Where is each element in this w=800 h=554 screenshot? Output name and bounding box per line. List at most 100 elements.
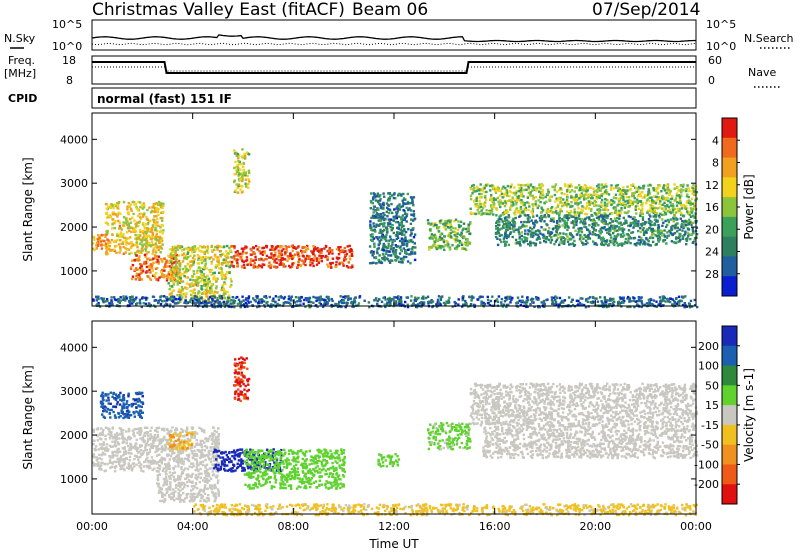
- heatmap-cell: [287, 295, 291, 298]
- heatmap-cell: [627, 224, 630, 227]
- heatmap-cell: [394, 258, 397, 262]
- heatmap-cell: [410, 238, 413, 242]
- heatmap-cell: [616, 234, 619, 237]
- heatmap-cell: [392, 231, 395, 235]
- heatmap-cell: [625, 192, 628, 196]
- heatmap-cell: [345, 302, 348, 306]
- heatmap-cell: [233, 301, 236, 305]
- heatmap-cell: [674, 223, 678, 226]
- heatmap-cell: [238, 301, 242, 305]
- heatmap-cell: [509, 232, 512, 235]
- heatmap-cell: [494, 198, 497, 201]
- heatmap-cell: [457, 223, 461, 227]
- heatmap-cell: [398, 208, 402, 211]
- heatmap-cell: [639, 230, 643, 234]
- heatmap-cell: [105, 202, 108, 206]
- heatmap-cell: [437, 226, 441, 229]
- heatmap-cell: [576, 211, 580, 215]
- heatmap-cell: [635, 212, 638, 215]
- heatmap-cell: [483, 302, 487, 306]
- heatmap-cell: [611, 212, 614, 215]
- heatmap-cell: [315, 263, 319, 266]
- heatmap-cell: [167, 282, 170, 285]
- heatmap-cell: [117, 219, 120, 223]
- heatmap-cell: [248, 180, 251, 183]
- beam-label: Beam 06: [352, 0, 428, 20]
- heatmap-cell: [113, 212, 117, 216]
- heatmap-cell: [216, 299, 219, 302]
- heatmap-cell: [385, 226, 388, 230]
- heatmap-cell: [533, 224, 536, 227]
- heatmap-cell: [137, 200, 140, 204]
- heatmap-cell: [643, 196, 646, 199]
- heatmap-cell: [574, 219, 577, 222]
- heatmap-cell: [655, 235, 659, 238]
- heatmap-cell: [432, 224, 435, 228]
- heatmap-cell: [144, 236, 147, 239]
- heatmap-cell: [375, 250, 379, 253]
- heatmap-cell: [669, 218, 673, 221]
- heatmap-cell: [202, 284, 206, 287]
- heatmap-cell: [434, 240, 437, 243]
- heatmap-cell: [531, 194, 534, 197]
- heatmap-cell: [621, 202, 625, 205]
- heatmap-cell: [118, 235, 121, 238]
- heatmap-cell: [281, 256, 284, 260]
- heatmap-cell: [549, 241, 552, 244]
- heatmap-cell: [525, 305, 528, 309]
- heatmap-cell: [582, 221, 585, 224]
- heatmap-cell: [676, 226, 679, 229]
- heatmap-cell: [222, 300, 225, 304]
- heatmap-cell: [249, 247, 252, 251]
- heatmap-cell: [531, 189, 534, 192]
- heatmap-cell: [657, 234, 660, 237]
- heatmap-cell: [386, 206, 389, 210]
- heatmap-cell: [392, 196, 396, 200]
- heatmap-cell: [645, 221, 648, 224]
- heatmap-cell: [267, 264, 270, 268]
- heatmap-cell: [168, 265, 171, 268]
- heatmap-cell: [242, 162, 245, 165]
- heatmap-cell: [191, 260, 194, 263]
- heatmap-cell: [186, 286, 189, 290]
- heatmap-cell: [140, 238, 143, 242]
- heatmap-cell: [586, 241, 589, 245]
- heatmap-cell: [126, 208, 129, 211]
- heatmap-cell: [403, 243, 406, 246]
- heatmap-cell: [578, 238, 582, 241]
- heatmap-cell: [466, 305, 470, 308]
- heatmap-cell: [617, 197, 621, 200]
- heatmap-cell: [194, 247, 197, 251]
- heatmap-cell: [602, 238, 606, 241]
- heatmap-cell: [393, 217, 396, 221]
- heatmap-cell: [170, 252, 173, 255]
- heatmap-cell: [531, 197, 535, 201]
- heatmap-cell: [388, 199, 391, 202]
- heatmap-cell: [398, 239, 402, 243]
- heatmap-cell: [241, 178, 244, 182]
- heatmap-cell: [502, 303, 506, 306]
- heatmap-cell: [200, 296, 203, 300]
- heatmap-cell: [263, 305, 267, 308]
- heatmap-cell: [315, 299, 318, 303]
- heatmap-cell: [568, 185, 572, 188]
- heatmap-cell: [691, 226, 694, 230]
- heatmap-cell: [504, 192, 507, 195]
- heatmap-cell: [391, 223, 394, 227]
- heatmap-cell: [568, 243, 571, 246]
- heatmap-cell: [594, 193, 597, 197]
- heatmap-cell: [606, 214, 610, 217]
- heatmap-cell: [396, 231, 399, 234]
- heatmap-cell: [240, 300, 243, 303]
- heatmap-cell: [692, 232, 695, 235]
- heatmap-cell: [208, 257, 211, 260]
- heatmap-cell: [648, 299, 652, 302]
- heatmap-cell: [172, 295, 176, 299]
- heatmap-cell: [639, 211, 643, 215]
- heatmap-cell: [194, 281, 197, 284]
- heatmap-cell: [204, 264, 207, 267]
- heatmap-cell: [170, 291, 173, 295]
- heatmap-cell: [584, 192, 587, 196]
- heatmap-cell: [584, 217, 587, 220]
- heatmap-cell: [501, 202, 505, 205]
